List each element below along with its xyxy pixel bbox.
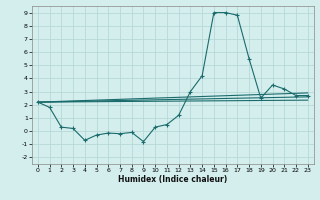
X-axis label: Humidex (Indice chaleur): Humidex (Indice chaleur) bbox=[118, 175, 228, 184]
